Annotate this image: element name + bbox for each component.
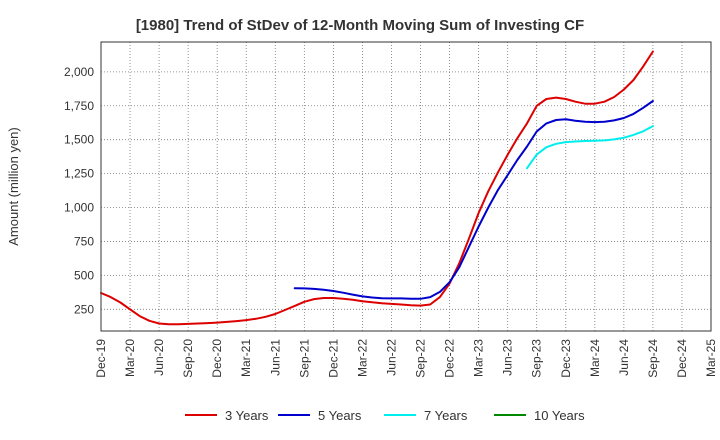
y-tick-label: 1,000 [64,201,94,215]
y-axis-title: Amount (million yen) [6,127,21,246]
x-tick-label: Dec-20 [210,339,224,378]
x-tick-label: Sep-20 [181,339,195,378]
legend-label-3-years: 3 Years [225,408,269,423]
x-axis-ticks: Dec-19 Mar-20 Jun-20 Sep-20 Dec-20 Mar-21 Jun-… [94,339,718,378]
chart-title: [1980] Trend of StDev of 12-Month Moving… [136,17,584,34]
x-tick-label: Dec-24 [675,339,689,378]
x-tick-label: Sep-23 [530,339,544,378]
y-axis-ticks: 250 500 750 1,000 1,250 1,500 1,750 2,000 [64,65,94,316]
x-tick-label: Mar-22 [355,339,369,377]
x-tick-label: Sep-21 [297,339,311,378]
plot-frame [100,41,712,332]
series-layer [100,50,654,326]
x-tick-label: Jun-21 [268,339,282,376]
x-tick-label: Mar-21 [239,339,253,377]
x-tick-label: Dec-22 [443,339,457,378]
x-tick-label: Dec-19 [94,339,108,378]
y-tick-label: 2,000 [64,65,94,79]
series-line-7-years [526,125,654,170]
y-tick-label: 500 [74,268,94,282]
y-tick-label: 1,750 [64,99,94,113]
series-line-3-years [100,50,654,326]
series-line-5-years [293,100,654,300]
x-tick-label: Jun-24 [617,339,631,376]
x-tick-label: Dec-21 [326,339,340,378]
y-tick-label: 1,250 [64,167,94,181]
legend-label-5-years: 5 Years [318,408,362,423]
x-tick-label: Sep-24 [646,339,660,378]
y-tick-label: 1,500 [64,133,94,147]
x-tick-label: Mar-20 [123,339,137,377]
y-tick-label: 750 [74,234,94,248]
x-tick-label: Jun-20 [152,339,166,376]
x-tick-label: Mar-23 [472,339,486,377]
legend-label-7-years: 7 Years [424,408,468,423]
x-tick-label: Dec-23 [559,339,573,378]
x-tick-label: Mar-25 [704,339,718,377]
legend: 3 Years 5 Years 7 Years 10 Years [185,408,585,423]
x-tick-label: Jun-23 [501,339,515,376]
x-tick-label: Jun-22 [384,339,398,376]
y-tick-label: 250 [74,302,94,316]
x-tick-label: Mar-24 [588,339,602,377]
legend-label-10-years: 10 Years [534,408,585,423]
plot-area [101,42,711,331]
x-tick-label: Sep-22 [414,339,428,378]
